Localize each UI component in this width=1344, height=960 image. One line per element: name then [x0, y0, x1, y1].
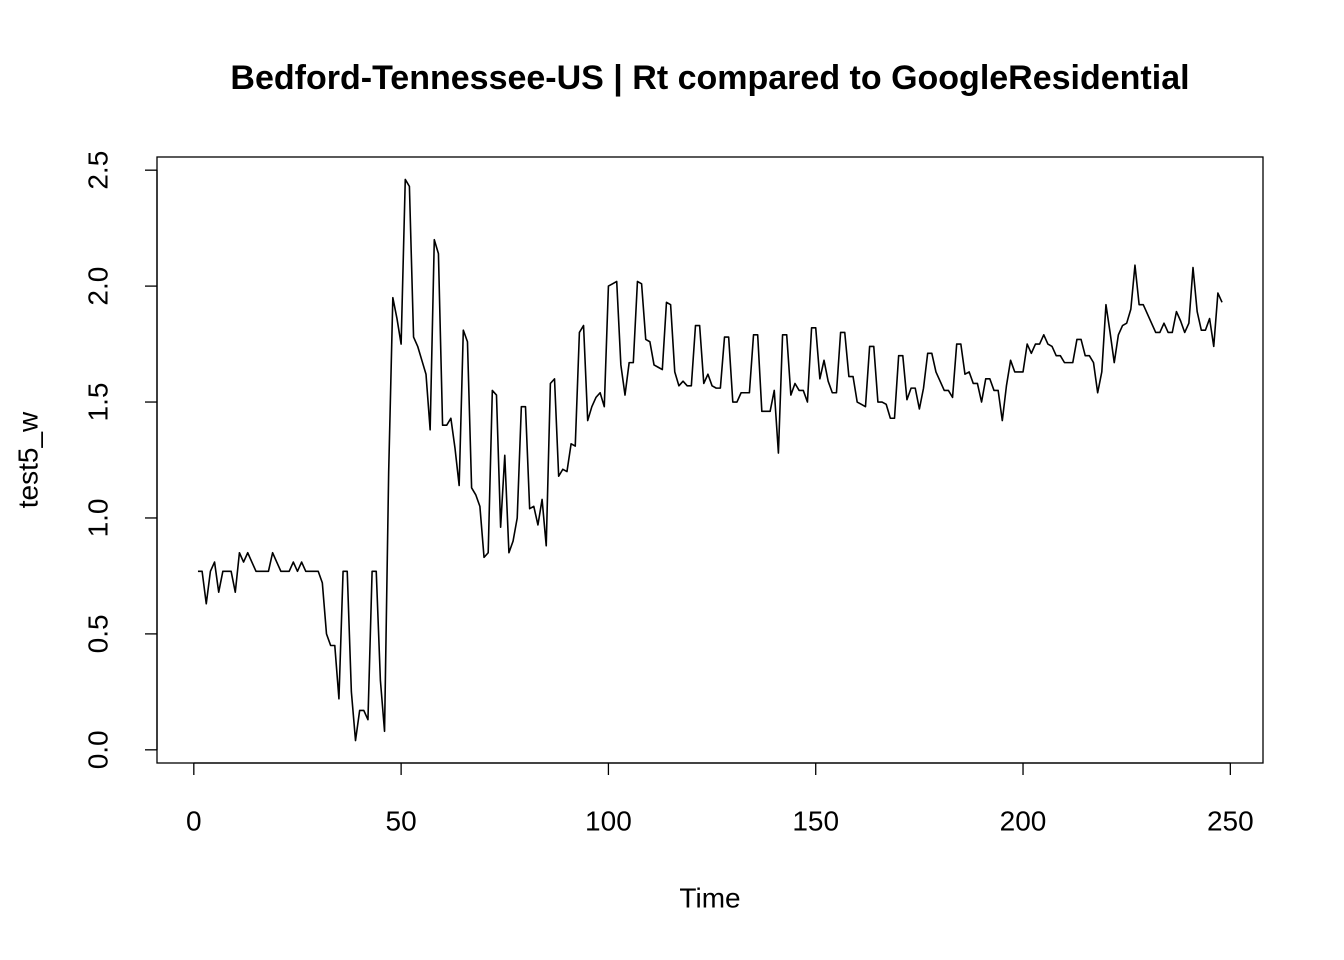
- y-tick-label: 0.5: [82, 614, 113, 653]
- x-tick-label: 150: [792, 805, 839, 836]
- y-tick-label: 2.0: [82, 267, 113, 306]
- x-tick-label: 0: [186, 805, 202, 836]
- y-tick-label: 1.5: [82, 383, 113, 422]
- y-axis-label: test5_w: [12, 411, 43, 508]
- y-tick-label: 1.0: [82, 498, 113, 537]
- x-tick-label: 50: [386, 805, 417, 836]
- chart-title: Bedford-Tennessee-US | Rt compared to Go…: [230, 59, 1189, 97]
- x-tick-label: 100: [585, 805, 632, 836]
- x-tick-label: 200: [1000, 805, 1047, 836]
- x-axis-label: Time: [679, 882, 740, 913]
- series-line: [197, 178, 1223, 742]
- x-tick-label: 250: [1207, 805, 1254, 836]
- y-tick-label: 2.5: [82, 151, 113, 190]
- y-tick-label: 0.0: [82, 730, 113, 769]
